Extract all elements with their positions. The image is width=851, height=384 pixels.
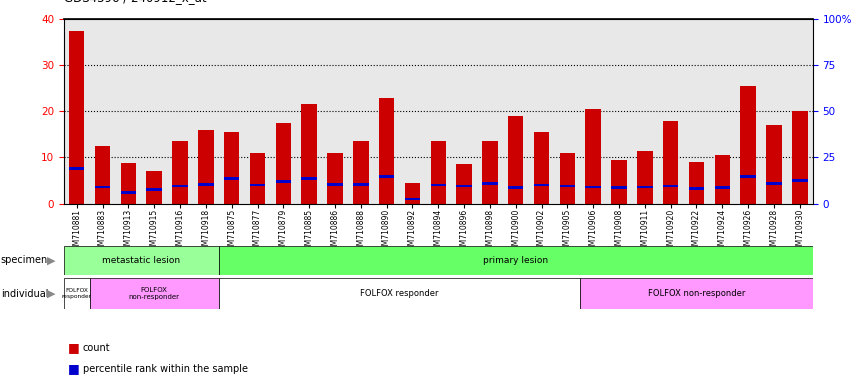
- Bar: [94, 185, 111, 188]
- Text: ■: ■: [68, 362, 80, 375]
- Bar: [328, 183, 343, 185]
- Bar: [792, 111, 808, 204]
- Text: ▶: ▶: [47, 289, 55, 299]
- Text: specimen: specimen: [1, 255, 49, 265]
- Bar: [766, 182, 782, 185]
- Text: primary lesion: primary lesion: [483, 256, 548, 265]
- Bar: [431, 184, 446, 187]
- Bar: [69, 31, 84, 204]
- Bar: [585, 109, 601, 204]
- Bar: [64, 278, 89, 309]
- Bar: [534, 132, 549, 204]
- Bar: [483, 141, 498, 204]
- Bar: [198, 130, 214, 204]
- Text: FOLFOX
responder: FOLFOX responder: [62, 288, 92, 299]
- Bar: [353, 183, 368, 185]
- Bar: [224, 132, 239, 204]
- Text: FOLFOX non-responder: FOLFOX non-responder: [648, 289, 745, 298]
- Bar: [172, 141, 188, 204]
- Bar: [637, 185, 653, 188]
- Bar: [276, 123, 291, 204]
- Bar: [560, 153, 575, 204]
- Bar: [69, 167, 84, 170]
- Bar: [301, 104, 317, 204]
- Bar: [249, 184, 266, 187]
- Bar: [121, 191, 136, 194]
- Bar: [792, 179, 808, 182]
- Bar: [146, 171, 162, 204]
- Bar: [353, 141, 368, 204]
- Text: metastatic lesion: metastatic lesion: [102, 256, 180, 265]
- Bar: [64, 246, 219, 275]
- Bar: [456, 185, 471, 187]
- Bar: [663, 121, 678, 204]
- Bar: [740, 175, 756, 178]
- Text: FOLFOX
non-responder: FOLFOX non-responder: [129, 287, 180, 300]
- Bar: [224, 177, 239, 180]
- Bar: [301, 177, 317, 180]
- Bar: [431, 141, 446, 204]
- Text: GDS4396 / 240912_x_at: GDS4396 / 240912_x_at: [64, 0, 207, 4]
- Bar: [379, 175, 394, 178]
- Bar: [328, 153, 343, 204]
- Bar: [276, 180, 291, 183]
- Bar: [172, 185, 188, 187]
- Bar: [688, 162, 705, 204]
- Bar: [379, 98, 394, 204]
- Bar: [663, 185, 678, 187]
- Bar: [89, 278, 219, 309]
- Bar: [219, 246, 813, 275]
- Bar: [534, 184, 549, 187]
- Text: count: count: [83, 343, 110, 353]
- Bar: [121, 163, 136, 204]
- Bar: [249, 153, 266, 204]
- Bar: [146, 188, 162, 191]
- Bar: [508, 187, 523, 189]
- Bar: [585, 185, 601, 188]
- Bar: [219, 278, 580, 309]
- Bar: [715, 155, 730, 204]
- Bar: [688, 187, 705, 190]
- Bar: [405, 183, 420, 204]
- Text: FOLFOX responder: FOLFOX responder: [360, 289, 439, 298]
- Text: percentile rank within the sample: percentile rank within the sample: [83, 364, 248, 374]
- Bar: [580, 278, 813, 309]
- Bar: [456, 164, 471, 204]
- Bar: [715, 187, 730, 189]
- Bar: [508, 116, 523, 204]
- Bar: [198, 183, 214, 185]
- Bar: [94, 146, 111, 204]
- Text: individual: individual: [1, 289, 49, 299]
- Text: ▶: ▶: [47, 255, 55, 265]
- Bar: [483, 182, 498, 185]
- Text: ■: ■: [68, 341, 80, 354]
- Bar: [611, 187, 627, 189]
- Bar: [611, 160, 627, 204]
- Bar: [560, 185, 575, 187]
- Bar: [637, 151, 653, 204]
- Bar: [405, 197, 420, 200]
- Bar: [766, 125, 782, 204]
- Bar: [740, 86, 756, 204]
